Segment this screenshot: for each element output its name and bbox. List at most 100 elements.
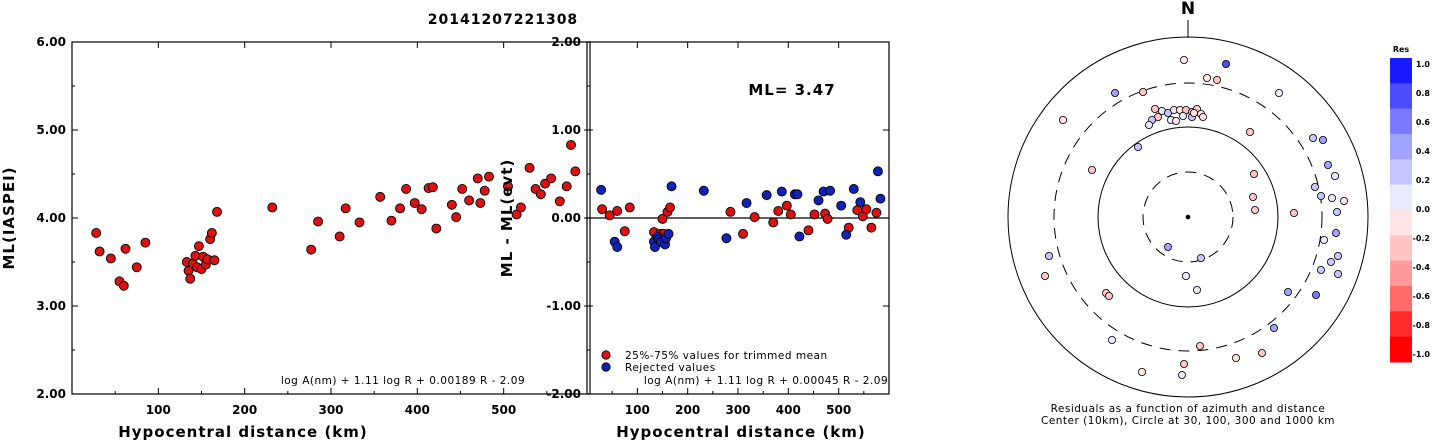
station-residual-point	[1164, 242, 1173, 251]
x-tick-label: 400	[405, 403, 430, 417]
data-point	[446, 199, 457, 210]
data-point	[875, 193, 886, 204]
station-residual-point	[1203, 74, 1212, 83]
colorbar-label: 0.6	[1416, 118, 1431, 127]
station-residual-point	[1180, 56, 1189, 65]
station-residual-point	[1327, 257, 1336, 266]
data-point	[794, 231, 805, 242]
colorbar-label: -1.0	[1413, 350, 1431, 359]
data-point	[768, 217, 779, 228]
data-point	[212, 206, 222, 217]
data-point	[725, 206, 736, 217]
data-point	[546, 173, 557, 184]
station-residual-point	[1258, 348, 1267, 357]
x-tick-label: 500	[826, 403, 851, 417]
formula-label: log A(nm) + 1.11 log R + 0.00189 R - 2.0…	[281, 375, 525, 387]
data-point	[131, 262, 142, 273]
data-point	[472, 173, 483, 184]
station-residual-point	[1193, 285, 1202, 294]
map-caption-2: Center (10km), Circle at 30, 100, 300 an…	[1041, 415, 1335, 427]
data-point	[457, 184, 468, 194]
x-tick-label: 400	[776, 403, 801, 417]
data-point	[836, 200, 847, 211]
colorbar-cell	[1390, 286, 1412, 312]
colorbar-title: Res	[1393, 45, 1410, 54]
ring-1000km	[1007, 36, 1369, 398]
y-axis-label: ML - ML(evt)	[498, 159, 516, 277]
station-residual-point	[1270, 323, 1279, 332]
colorbar-label: 1.0	[1416, 60, 1431, 69]
data-point	[416, 204, 427, 215]
station-residual-point	[1333, 207, 1342, 216]
station-residual-point	[1151, 105, 1160, 114]
x-tick-label: 200	[675, 403, 700, 417]
station-residual-point	[1290, 208, 1299, 217]
data-point	[597, 204, 608, 215]
colorbar-cell	[1390, 58, 1412, 84]
data-point	[665, 202, 675, 213]
data-point	[761, 190, 772, 201]
station-residual-point	[1111, 89, 1120, 98]
data-point	[657, 213, 668, 224]
data-point	[431, 223, 442, 234]
data-point	[313, 216, 323, 227]
data-point	[776, 186, 787, 197]
residual-colorbar: Res 1.0 0.8 0.6 0.4 0.2 0.0 -0.2 -0.4 -0.6 -0.8 -1…	[1390, 45, 1430, 363]
data-point	[503, 181, 513, 192]
data-point	[375, 191, 386, 202]
data-point	[866, 222, 877, 233]
y-tick-label: 3.00	[36, 299, 66, 313]
colorbar-cell	[1390, 83, 1412, 110]
ml-annotation: ML= 3.47	[748, 81, 835, 99]
y-tick-label: -1.00	[546, 299, 581, 313]
data-point	[809, 209, 820, 220]
colorbar-cell	[1390, 311, 1412, 338]
station-residual-point	[1250, 169, 1259, 178]
data-point	[118, 280, 129, 291]
legend-label-trimmed: 25%-75% values for trimmed mean	[625, 350, 828, 362]
data-point	[781, 200, 792, 211]
station-residual-point	[1180, 359, 1189, 368]
data-point	[871, 207, 882, 218]
station-residual-point	[1311, 182, 1320, 191]
x-axis-label: Hypocentral distance (km)	[616, 423, 866, 441]
colorbar-label: -0.2	[1413, 234, 1431, 243]
colorbar-cell	[1390, 159, 1412, 186]
station-residual-point	[1041, 271, 1050, 280]
station-residual-point	[1190, 109, 1199, 118]
data-point	[475, 198, 486, 208]
x-axis-label: Hypocentral distance (km)	[118, 423, 368, 441]
station-residual-point	[1340, 196, 1349, 205]
formula-label: log A(nm) + 1.11 log R + 0.00045 R - 2.0…	[644, 375, 888, 387]
colorbar-label: -0.8	[1413, 321, 1431, 330]
ring-30km	[1142, 171, 1234, 263]
station-residual-point	[1334, 251, 1343, 260]
x-tick-label: 300	[318, 403, 343, 417]
data-point	[822, 213, 833, 224]
station-residual-point	[1275, 89, 1284, 98]
station-residual-point	[1105, 291, 1114, 300]
data-point	[554, 196, 565, 207]
station-residual-point	[1331, 171, 1340, 180]
data-point	[535, 189, 546, 200]
data-point	[803, 225, 814, 236]
data-point	[738, 228, 748, 239]
data-point	[773, 206, 784, 216]
data-point	[524, 162, 535, 173]
data-point	[624, 202, 635, 213]
legend-label-rejected: Rejected values	[625, 362, 716, 374]
station-residual-point	[1334, 269, 1343, 278]
data-point	[206, 228, 217, 238]
data-point	[267, 202, 278, 213]
station-residual-point	[1172, 117, 1181, 126]
x-tick-label: 300	[725, 403, 750, 417]
data-point	[861, 204, 872, 215]
colorbar-cell	[1390, 260, 1412, 287]
station-residual-point	[1196, 341, 1205, 350]
station-residual-point	[1197, 253, 1206, 262]
data-point	[619, 226, 630, 237]
data-point	[813, 195, 824, 206]
station-residual-point	[1213, 76, 1222, 85]
station-residual-point	[1139, 88, 1148, 97]
data-point	[451, 212, 462, 223]
